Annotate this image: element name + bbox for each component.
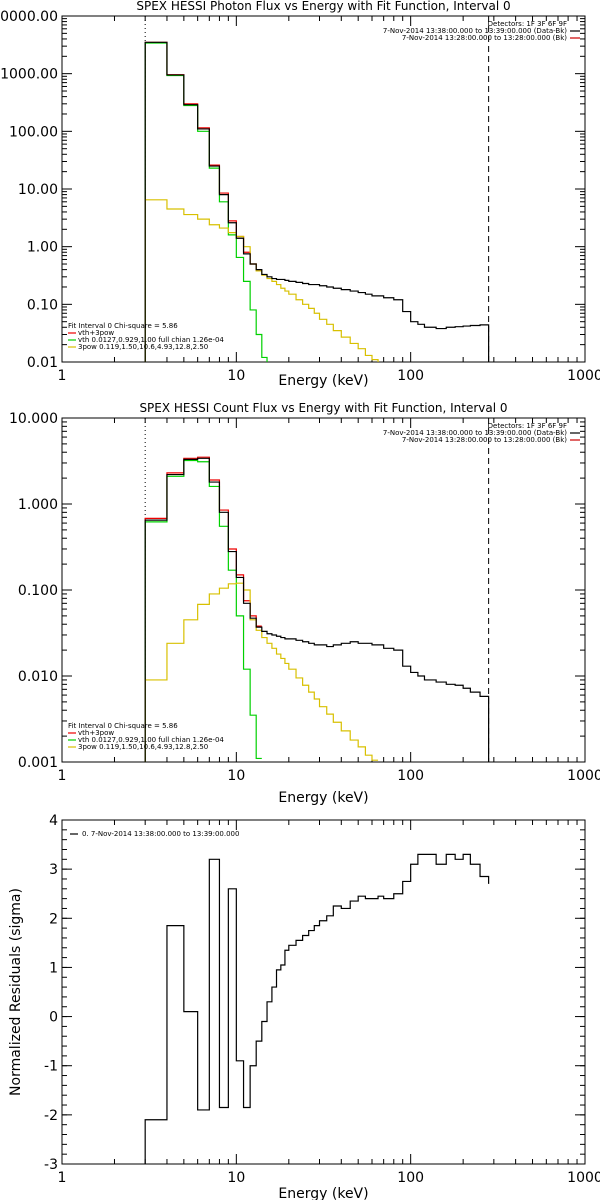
y-tick-label: 100.00: [9, 124, 58, 140]
y-tick-label: 1.00: [27, 240, 58, 256]
series-line-data: [144, 41, 490, 362]
x-tick-label: 1000: [567, 768, 600, 784]
y-tick-label: 3: [49, 862, 58, 878]
legend-top-right-text: 7-Nov-2014 13:28:00.000 to 13:28:00.000 …: [402, 34, 567, 42]
y-tick-label: 1: [49, 960, 58, 976]
legend-bottom-left-text: vth 0.0127,0.929,1.00 full chian 1.26e-0…: [78, 736, 224, 744]
legend-bottom-left-text: vth+3pow: [78, 729, 114, 737]
y-tick-label: 0.010: [18, 669, 58, 685]
y-tick-label: 0.100: [18, 583, 58, 599]
x-tick-label: 1: [58, 368, 67, 384]
x-axis-label: Energy (keV): [278, 1186, 368, 1200]
legend-bottom-left-text: vth 0.0127,0.929,1.00 full chian 1.26e-0…: [78, 336, 224, 344]
chart-panel-2: SPEX HESSI Count Flux vs Energy with Fit…: [9, 401, 600, 806]
y-tick-label: 1000.00: [0, 67, 58, 83]
legend-top-left-text: 0. 7-Nov-2014 13:38:00.000 to 13:39:00.0…: [82, 830, 239, 838]
series-line-3pow: [144, 199, 379, 362]
y-tick-label: -2: [44, 1108, 58, 1124]
chart-title: SPEX HESSI Count Flux vs Energy with Fit…: [139, 401, 507, 415]
chart-panel-3: 1 10 100 1000 -3 -2 -1 0 1 2 3 4 Energy (keV) Normali…: [8, 813, 600, 1200]
legend-top-right-text: Detectors: 1F 3F 6F 9F: [488, 20, 567, 28]
legend-bottom-left-text: Fit Interval 0 Chi-square = 5.86: [68, 322, 178, 330]
series-line-vth: [144, 459, 262, 762]
series-line-vth+3pow: [144, 41, 262, 362]
x-axis-label: Energy (keV): [278, 790, 368, 806]
x-tick-label: 10: [227, 768, 245, 784]
x-tick-label: 1: [58, 1170, 67, 1186]
series-line-data: [144, 853, 490, 1164]
plot-frame: [61, 819, 586, 1165]
legend-top-right-text: 7-Nov-2014 13:38:00.000 to 13:39:00.000 …: [383, 429, 567, 437]
legend-bottom-left-text: vth+3pow: [78, 329, 114, 337]
y-tick-label: 1.000: [18, 497, 58, 513]
plot-frame: [61, 417, 586, 763]
chart-title: SPEX HESSI Photon Flux vs Energy with Fi…: [136, 0, 510, 13]
x-tick-label: 10: [227, 368, 245, 384]
legend-bottom-left-text: 3pow 0.119,1.50,10.6,4.93,12.8,2.50: [78, 343, 208, 351]
legend-bottom-left-text: Fit Interval 0 Chi-square = 5.86: [68, 722, 178, 730]
series-line-data: [144, 457, 490, 762]
y-tick-label: 10.00: [18, 182, 58, 198]
y-tick-label: 0.10: [27, 297, 58, 313]
series-line-3pow: [144, 582, 379, 762]
y-tick-label: 4: [49, 813, 58, 829]
legend-top-right-text: 7-Nov-2014 13:28:00.000 to 13:28:00.000 …: [402, 436, 567, 444]
y-tick-label: -1: [44, 1059, 58, 1075]
y-axis-label: Normalized Residuals (sigma): [8, 888, 24, 1096]
legend-top-right-text: Detectors: 1F 3F 6F 9F: [488, 422, 567, 430]
plot-frame: [61, 15, 586, 363]
x-tick-label: 100: [397, 368, 424, 384]
chart-panel-1: SPEX HESSI Photon Flux vs Energy with Fi…: [0, 0, 600, 389]
series-line-vth+3pow: [144, 456, 262, 762]
x-tick-label: 1000: [567, 1170, 600, 1186]
y-tick-label: -3: [44, 1157, 58, 1173]
x-tick-label: 10: [227, 1170, 245, 1186]
x-tick-label: 100: [397, 768, 424, 784]
x-tick-label: 1: [58, 768, 67, 784]
x-tick-label: 1000: [567, 368, 600, 384]
y-tick-label: 0.001: [18, 755, 58, 771]
legend-bottom-left-text: 3pow 0.119,1.50,10.6,4.93,12.8,2.50: [78, 743, 208, 751]
y-tick-label: 2: [49, 911, 58, 927]
x-tick-label: 100: [397, 1170, 424, 1186]
y-tick-label: 0.01: [27, 355, 58, 371]
y-tick-label: 10.000: [9, 411, 58, 427]
y-tick-label: 0: [49, 1010, 58, 1026]
x-axis-label: Energy (keV): [278, 373, 368, 389]
legend-top-right-text: 7-Nov-2014 13:38:00.000 to 13:39:00.000 …: [383, 27, 567, 35]
